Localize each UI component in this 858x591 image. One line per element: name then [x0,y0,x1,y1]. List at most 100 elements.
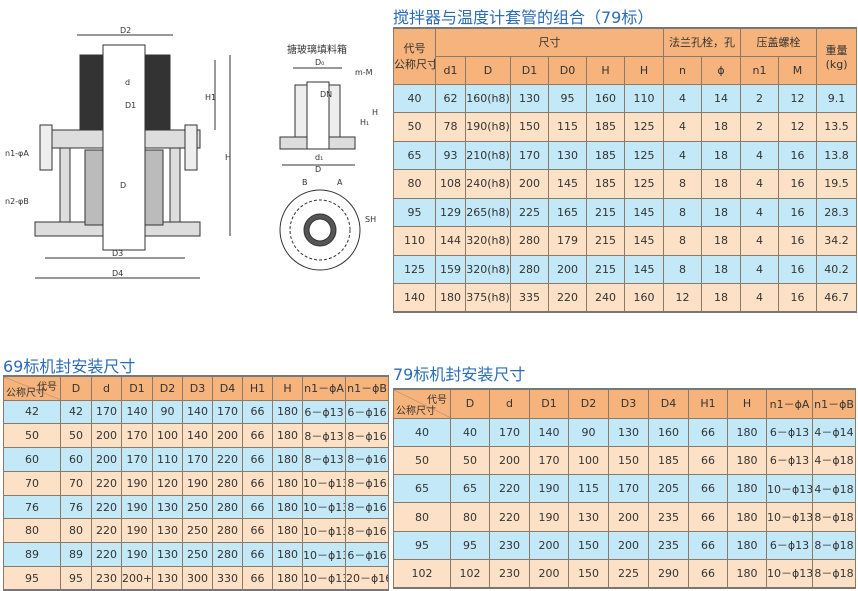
table-cell: 102 [450,558,490,589]
table-cell: 8 [663,254,703,284]
table-cell: 110 [152,447,183,472]
table-cell: 50 [450,445,490,476]
table-cell: 150 [608,445,649,476]
table-cell: 215 [586,254,625,284]
table-cell: 16 [778,169,818,199]
table79seal-title: 79标机封安装尺寸 [393,365,526,384]
table-cell: 18 [701,254,742,284]
table-cell: 16 [778,254,818,284]
table-cell: 130 [608,417,649,447]
table-cell: 10－ϕ13 [766,558,813,589]
table-cell: 8－ϕ18 [812,502,856,532]
table-cell: 170 [182,447,213,472]
table-cell: 200 [529,530,569,560]
header-weight: 重量 (kg) [816,27,858,85]
table-row: 125 159 320(h8) 280 200 215 145 8 18 4 16 40.2 [393,254,858,284]
table-cell: 80 [60,518,92,544]
table-cell: 8 [663,169,703,199]
column-header: d [91,375,122,401]
table-cell: 8－ϕ13 [302,447,346,472]
table-cell: 8－ϕ16 [345,423,389,449]
table-cell: 330 [212,566,243,591]
table-cell: 89 [60,542,92,568]
table-row: 70 70 220 190 120 190 280 66 180 10－ϕ13 8－ϕ16 [3,470,389,496]
table-cell: 220 [91,518,122,544]
table-cell: 34.2 [816,226,858,256]
column-header: n1－ϕB [345,375,389,401]
column-header: H1 [688,388,728,419]
table-cell: 225 [608,558,649,589]
label-H: H [225,153,231,162]
table-cell: 80 [393,169,436,199]
column-header: D [60,375,92,401]
table-row: 60 60 200 170 110 170 220 66 180 8－ϕ13 8－ϕ16 [3,447,389,472]
table-cell: 89 [3,542,61,568]
table-row: 76 76 220 190 130 250 280 66 180 10－ϕ13 8－ϕ16 [3,494,389,520]
table-cell: 46.7 [816,283,858,313]
table-cell: 180 [272,494,303,520]
table-cell: 102 [393,558,451,589]
table-cell: 170 [489,417,530,447]
table-row: 89 89 220 190 130 250 280 66 180 10－ϕ13 6－ϕ16 [3,542,389,568]
table-cell: 12 [778,112,818,142]
table-cell: 76 [3,494,61,520]
table-cell: 16 [778,226,818,256]
table-cell: 160 [623,283,665,313]
column-header: D4 [648,388,689,419]
table69seal-title: 69标机封安装尺寸 [3,357,136,376]
table-cell: 140 [393,283,436,313]
label-n1-phiA: n1-φA [5,149,29,158]
table-cell: 180 [272,399,303,425]
table-row: 50 78 190(h8) 150 115 185 125 4 18 2 12 13.5 [393,112,858,142]
table-cell: 145 [623,226,665,256]
table-cell: 150 [568,530,609,560]
table-cell: 250 [182,518,213,544]
table-cell: 66 [242,518,273,544]
table-cell: 190 [182,470,213,496]
table-cell: 80 [3,518,61,544]
table-cell: 180 [727,445,767,476]
column-header: D4 [212,375,243,401]
column-header: D2 [152,375,183,401]
table-cell: 18 [701,140,742,170]
table-cell: 180 [272,470,303,496]
table-cell: 190 [529,474,569,504]
table-cell: 4 [663,140,703,170]
table-cell: 180 [272,423,303,449]
table-cell: 200 [212,423,243,449]
table-cell: 8－ϕ16 [345,470,389,496]
table-row: 40 40 170 140 90 130 160 66 180 6－ϕ13 4－ϕ14 [393,417,856,447]
table-cell: 8－ϕ16 [345,447,389,472]
table-cell: 159 [435,254,466,284]
table-cell: 220 [489,474,530,504]
table-cell: 130 [152,494,183,520]
table-cell: 235 [648,502,689,532]
seal-assembly-drawing: D2 d D1 H1 H D D3 D4 n1-φA n2-φB 搪玻璃填料箱 … [5,26,378,279]
table-cell: 95 [393,197,436,227]
label-D3: D3 [112,249,123,258]
column-header: D3 [182,375,213,401]
table-cell: 200 [529,558,569,589]
table-cell: 130 [568,502,609,532]
label-D2: D2 [120,26,131,35]
table-cell: 100 [152,423,183,449]
table-cell: 18 [701,197,742,227]
table-row: 95 95 230 200+ 130 300 330 66 180 10－ϕ13 20－ϕ16 [3,566,389,591]
table-cell: 150 [510,112,549,142]
table-cell: 95 [450,530,490,560]
table-cell: 170 [91,399,122,425]
table-cell: 180 [727,558,767,589]
table-cell: 4－ϕ18 [812,474,856,504]
table-cell: 220 [91,542,122,568]
label-box-D: D [315,165,321,174]
table-cell: 4 [740,254,780,284]
table-cell: 165 [548,197,587,227]
table-cell: 335 [510,283,549,313]
table-cell: 6－ϕ13 [766,417,813,447]
table-cell: 10－ϕ13 [302,494,346,520]
table-cell: 179 [548,226,587,256]
table-cell: 200 [91,423,122,449]
table-cell: 170 [121,447,153,472]
table-cell: 16 [778,283,818,313]
